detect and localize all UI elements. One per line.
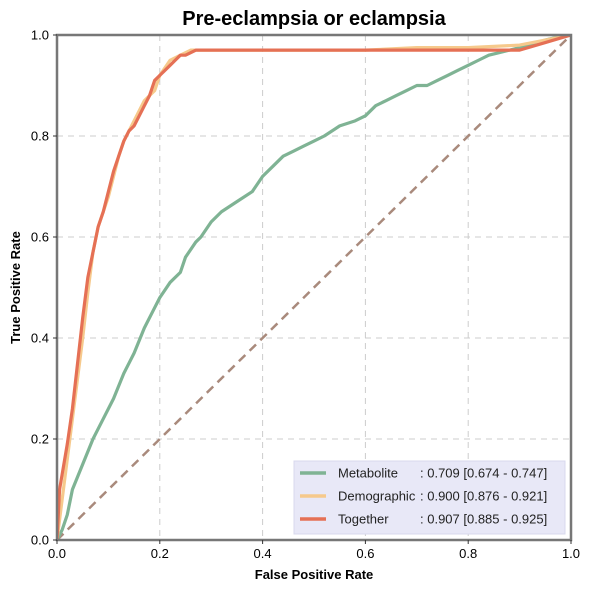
y-tick-label-3: 0.6 [31, 230, 49, 245]
x-tick-label-1: 0.2 [151, 546, 169, 561]
plot-area [57, 35, 571, 540]
x-axis-label: False Positive Rate [255, 567, 374, 582]
legend-name-metabolite: Metabolite [338, 466, 398, 481]
x-tick-label-5: 1.0 [562, 546, 580, 561]
legend-item-metabolite: Metabolite : 0.709 [0.674 - 0.747] [300, 466, 547, 481]
axes: 0.0 0.2 0.4 0.6 0.8 1.0 0.0 0.2 0.4 0.6 0.8 1.0 [31, 28, 580, 562]
legend-box [293, 460, 566, 535]
y-tick-label-4: 0.8 [31, 129, 49, 144]
y-tick-label-2: 0.4 [31, 331, 49, 346]
legend-stats-together: : 0.907 [0.885 - 0.925] [420, 512, 547, 527]
x-tick-label-2: 0.4 [254, 546, 272, 561]
x-tick-label-0: 0.0 [48, 546, 66, 561]
y-axis-label: True Positive Rate [8, 231, 23, 344]
chart-title: Pre-eclampsia or eclampsia [182, 8, 446, 30]
legend-item-demographic: Demographic : 0.900 [0.876 - 0.921] [300, 489, 547, 504]
series-line-together [57, 35, 571, 540]
series-line-metabolite [57, 35, 571, 540]
x-tick-label-4: 0.8 [459, 546, 477, 561]
x-tick-label-3: 0.6 [356, 546, 374, 561]
legend-name-together: Together [338, 512, 389, 527]
plot-frame [55, 33, 573, 542]
y-tick-label-1: 0.2 [31, 432, 49, 447]
legend-stats-demographic: : 0.900 [0.876 - 0.921] [420, 489, 547, 504]
y-tick-label-0: 0.0 [31, 533, 49, 548]
legend-stats-metabolite: : 0.709 [0.674 - 0.747] [420, 466, 547, 481]
y-tick-label-5: 1.0 [31, 28, 49, 43]
chance-line [57, 35, 571, 540]
legend-name-demographic: Demographic [338, 489, 416, 504]
legend-item-together: Together : 0.907 [0.885 - 0.925] [300, 512, 547, 527]
legend: Metabolite : 0.709 [0.674 - 0.747] Demogra… [293, 460, 566, 535]
